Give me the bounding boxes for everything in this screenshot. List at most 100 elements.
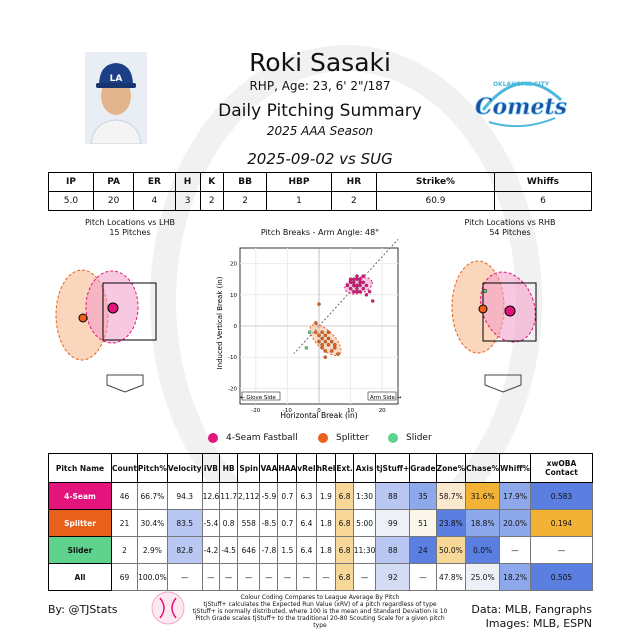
pitch-metric-cell: 6.8 xyxy=(335,482,354,510)
pitch-metric-cell: 0.194 xyxy=(529,509,594,537)
stats-header-cell: H xyxy=(174,172,201,192)
splitter-point xyxy=(336,352,340,356)
breaks-x-axis-label: Horizontal Break (in) xyxy=(280,411,357,420)
fastball-point xyxy=(352,277,356,281)
stats-value-cell: 1 xyxy=(266,191,332,211)
stats-header-cell: HBP xyxy=(266,172,332,192)
pitch-metric-cell: — xyxy=(315,563,337,591)
legend-item-slider: Slider xyxy=(388,433,432,443)
pitch-metric-cell: 0.505 xyxy=(529,563,594,591)
pitch-metric-cell: 66.7% xyxy=(136,482,168,510)
pitch-metric-cell: 31.6% xyxy=(465,482,501,510)
pitch-metric-cell: — xyxy=(409,563,437,591)
pitch-table-header-cell: Grade xyxy=(409,453,437,483)
home-plate xyxy=(484,374,522,393)
pitch-metric-cell: 6.8 xyxy=(335,536,354,564)
footer-note: Pitch Grade scales tjStuff+ to the tradi… xyxy=(195,615,445,629)
stats-header-row: IP PA ER H K BB HBP HR Strike% Whiffs xyxy=(48,172,593,192)
fastball-point xyxy=(358,280,362,285)
pitch-metric-cell: 0.0% xyxy=(465,536,501,564)
y-tick-label: -20 xyxy=(228,386,237,392)
pitch-table-header-cell: iVB xyxy=(201,453,221,483)
arm-angle-line xyxy=(318,239,399,327)
pitch-metric-cell: 50.0% xyxy=(435,536,467,564)
pitch-metric-cell: 99 xyxy=(375,509,411,537)
pitch-table-header-cell: Pitch% xyxy=(136,453,168,483)
rhb-pitch-count: 54 Pitches xyxy=(489,228,531,237)
pitch-metric-cell: 11:30 xyxy=(352,536,377,564)
splitter-point xyxy=(333,346,337,350)
rhb-plot-title: Pitch Locations vs RHB xyxy=(464,218,556,227)
pitch-table-row: Slider 2 2.9% 82.8 -4.2 -4.5 646 -7.8 1.5 6.4 1.8 6… xyxy=(48,536,594,564)
strike-zone xyxy=(102,282,157,341)
fastball-point xyxy=(348,286,353,291)
fastball-point xyxy=(355,283,359,288)
pitch-metric-cell: — xyxy=(277,563,298,591)
splitter-point xyxy=(323,349,328,353)
pitch-metric-cell: — xyxy=(166,563,203,591)
stats-header-cell: IP xyxy=(48,172,94,192)
splitter-point xyxy=(333,342,337,347)
pitch-metric-cell: — xyxy=(352,563,377,591)
stats-header-cell: K xyxy=(199,172,225,192)
splitter-point xyxy=(314,321,318,325)
pitch-name-cell: Slider xyxy=(48,536,112,564)
pitch-metric-cell: — xyxy=(201,563,221,591)
pitch-metric-cell: 6.8 xyxy=(335,563,354,591)
y-tick-label: 10 xyxy=(230,293,237,299)
fastball-point xyxy=(358,283,362,288)
splitter-mean-marker xyxy=(478,304,488,314)
fastball-point xyxy=(361,286,365,291)
stats-header-cell: PA xyxy=(92,172,135,192)
splitter-mean-marker xyxy=(78,313,88,323)
image-source: Images: MLB, ESPN xyxy=(485,617,592,630)
pitch-metric-cell: 24 xyxy=(409,536,437,564)
pitch-breaks-plot: -20 -10 0 10 20 20 10 0 -10 -20 ← Glove Side Arm … xyxy=(216,239,402,420)
fastball-point xyxy=(345,283,350,288)
pitch-metric-cell: -4.2 xyxy=(201,536,221,564)
lhb-location-plot xyxy=(55,269,157,393)
fastball-point xyxy=(348,277,353,281)
glove-side-label: ← Glove Side xyxy=(240,395,276,401)
rhb-location-plot xyxy=(451,260,537,393)
x-tick-label: 20 xyxy=(379,408,386,414)
pitch-metric-cell: 51 xyxy=(409,509,437,537)
pitch-metric-cell: 17.9% xyxy=(499,482,531,510)
pitch-metric-cell: 5:00 xyxy=(352,509,377,537)
x-tick-label: 0 xyxy=(317,408,321,414)
breaks-plot-title: Pitch Breaks - Arm Angle: 48° xyxy=(260,228,380,237)
stats-value-row: 5.0 20 4 3 2 2 1 2 60.9 6 xyxy=(48,191,593,211)
pitch-metric-cell: 0.7 xyxy=(277,509,298,537)
fastball-point xyxy=(364,283,369,288)
player-photo: LA xyxy=(85,52,147,144)
fastball-point xyxy=(348,280,353,285)
pitch-metric-cell: 0.7 xyxy=(277,482,298,510)
y-tick-label: 20 xyxy=(230,262,237,268)
y-tick-label: 0 xyxy=(234,324,238,330)
pitch-table-header-cell: vRel xyxy=(296,453,317,483)
pitch-table-header-cell: Chase% xyxy=(465,453,501,483)
pitch-name-cell: 4-Seam xyxy=(48,482,112,510)
pitch-metric-cell: — xyxy=(529,536,594,564)
player-bio: RHP, Age: 23, 6' 2"/187 xyxy=(249,79,391,93)
fastball-point xyxy=(370,299,375,303)
pitch-table-header-cell: xwOBA Contact xyxy=(529,453,594,483)
legend-label: 4-Seam Fastball xyxy=(226,433,298,443)
home-plate xyxy=(106,374,144,393)
pitch-table-header-cell: Spin xyxy=(236,453,261,483)
pitch-metric-cell: -5.9 xyxy=(259,482,279,510)
pitch-metric-cell: 23.8% xyxy=(435,509,467,537)
splitter-point xyxy=(314,330,318,334)
pitch-metric-cell: 47.8% xyxy=(435,563,467,591)
pitch-metric-cell: 6.8 xyxy=(335,509,354,537)
stats-value-cell: 3 xyxy=(174,191,201,211)
team-logo: OKLAHOMA CITY Comets xyxy=(475,70,567,140)
splitter-point xyxy=(329,339,334,344)
legend-swatch xyxy=(318,433,328,443)
pitch-metric-cell: 88 xyxy=(375,536,411,564)
fastball-point xyxy=(355,289,359,294)
team-logo-text: Comets xyxy=(475,94,567,120)
pitch-metric-cell: 2 xyxy=(111,536,138,564)
cap-logo-text: LA xyxy=(110,74,123,84)
pitch-metric-cell: 83.5 xyxy=(166,509,203,537)
